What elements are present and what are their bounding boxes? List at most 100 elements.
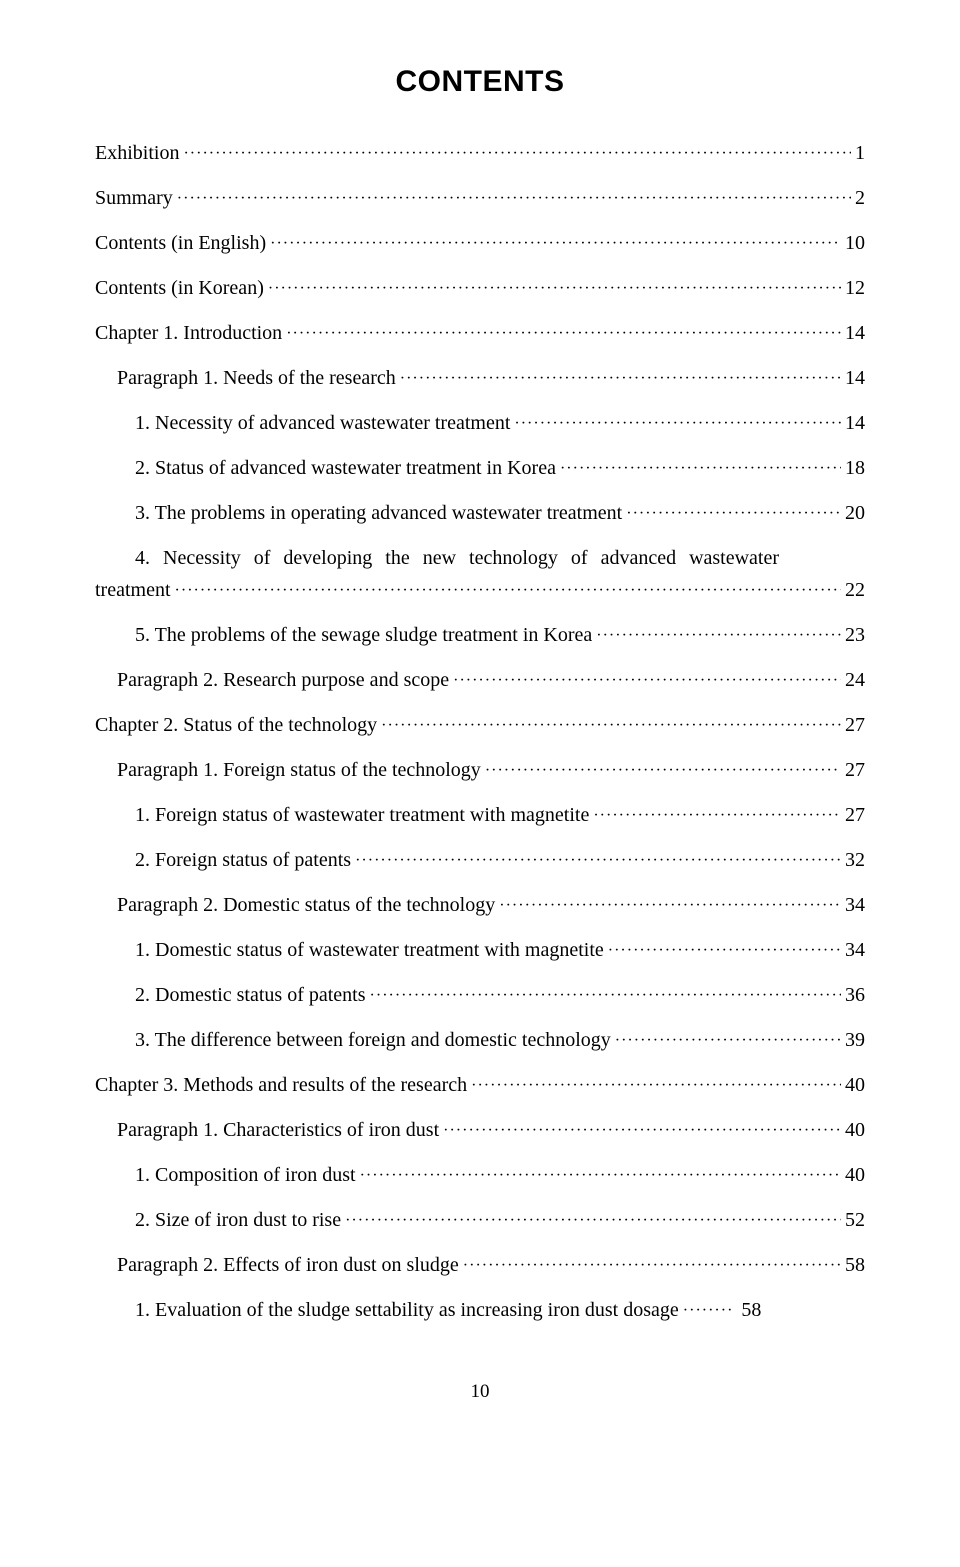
toc-page-number: 10 (841, 227, 865, 259)
toc-page-number: 1 (851, 137, 865, 169)
toc-entry: Summary 2 (95, 182, 865, 214)
toc-entry: Paragraph 1. Needs of the research 14 (117, 362, 865, 394)
page-number: 10 (95, 1381, 865, 1403)
toc-entry-text: 5. The problems of the sewage sludge tre… (135, 619, 592, 651)
toc-leader-dots (604, 938, 841, 964)
toc-entry: Chapter 2. Status of the technology 27 (95, 709, 865, 741)
toc-entry-text: 1. Necessity of advanced wastewater trea… (135, 407, 510, 439)
toc-entry: Exhibition 1 (95, 137, 865, 169)
toc-entry-text: Paragraph 2. Domestic status of the tech… (117, 889, 495, 921)
toc-leader-dots (366, 983, 841, 1009)
toc-entry: 1. Evaluation of the sludge settability … (135, 1294, 865, 1326)
toc-list: Exhibition 1 Summary 2 Contents (in English)… (95, 137, 865, 1326)
toc-entry: Contents (in Korean) 12 (95, 272, 865, 304)
toc-entry-text: Paragraph 1. Foreign status of the techn… (117, 754, 481, 786)
toc-entry: 3. The difference between foreign and do… (135, 1024, 865, 1056)
toc-entry-text: Chapter 1. Introduction (95, 317, 282, 349)
toc-entry-text: 2. Status of advanced wastewater treatme… (135, 452, 556, 484)
toc-entry-text: 3. The problems in operating advanced wa… (135, 497, 622, 529)
toc-entry-text: Chapter 3. Methods and results of the re… (95, 1069, 467, 1101)
toc-entry: 2. Foreign status of patents32 (135, 844, 865, 876)
toc-entry-text: Paragraph 2. Effects of iron dust on slu… (117, 1249, 459, 1281)
toc-page-number: 23 (841, 619, 865, 651)
toc-entry: 1. Foreign status of wastewater treatmen… (135, 799, 865, 831)
toc-page-number: 36 (841, 979, 865, 1011)
toc-page-number: 40 (841, 1069, 865, 1101)
toc-page-number: 34 (841, 889, 865, 921)
toc-entry: 1. Necessity of advanced wastewater trea… (135, 407, 865, 439)
toc-leader-dots (510, 411, 841, 437)
toc-leader-dots (495, 893, 841, 919)
toc-page-number: 32 (841, 844, 865, 876)
toc-leader-dots (449, 668, 841, 694)
toc-entry: 4. Necessity of developing the new techn… (95, 542, 865, 606)
toc-leader-dots (351, 848, 841, 874)
toc-entry-text: 4. Necessity of developing the new techn… (135, 542, 779, 574)
toc-entry-text: 1. Domestic status of wastewater treatme… (135, 934, 604, 966)
toc-page-number: 12 (841, 272, 865, 304)
toc-page-number: 24 (841, 664, 865, 696)
toc-leader-dots (556, 456, 841, 482)
toc-leader-dots (467, 1073, 841, 1099)
toc-page-number: 14 (841, 407, 865, 439)
toc-entry-text-cont: treatment (95, 574, 171, 606)
toc-leader-dots (622, 501, 841, 527)
toc-leader-dots (179, 141, 851, 167)
toc-entry-text: Contents (in English) (95, 227, 266, 259)
toc-leader-dots (481, 758, 841, 784)
toc-page-number: 34 (841, 934, 865, 966)
toc-page-number: 27 (841, 799, 865, 831)
toc-page-number: 2 (851, 182, 865, 214)
toc-leader-dots (589, 803, 841, 829)
toc-entry: Contents (in English) 10 (95, 227, 865, 259)
toc-entry-text: Paragraph 1. Characteristics of iron dus… (117, 1114, 439, 1146)
toc-page-number: 52 (841, 1204, 865, 1236)
toc-entry: Paragraph 2. Domestic status of the tech… (117, 889, 865, 921)
toc-leader-dots (611, 1028, 841, 1054)
toc-entry-text: 2. Size of iron dust to rise (135, 1204, 341, 1236)
toc-entry-text: Summary (95, 182, 173, 214)
toc-leader-dots (282, 321, 841, 347)
toc-page-number: 58 (841, 1249, 865, 1281)
toc-entry: 2. Status of advanced wastewater treatme… (135, 452, 865, 484)
toc-leader-dots (459, 1253, 841, 1279)
toc-page-number: 20 (841, 497, 865, 529)
toc-leader-dots (264, 276, 841, 302)
toc-entry: Paragraph 1. Foreign status of the techn… (117, 754, 865, 786)
toc-page-number: 40 (841, 1114, 865, 1146)
toc-entry-text: Paragraph 1. Needs of the research (117, 362, 396, 394)
page-title: CONTENTS (95, 65, 865, 99)
toc-entry: 3. The problems in operating advanced wa… (135, 497, 865, 529)
toc-leader-dots (396, 366, 841, 392)
toc-page-number: 14 (841, 362, 865, 394)
toc-page-number: 27 (841, 709, 865, 741)
toc-entry-text: Exhibition (95, 137, 179, 169)
toc-entry-text: 1. Foreign status of wastewater treatmen… (135, 799, 589, 831)
toc-entry-text: Contents (in Korean) (95, 272, 264, 304)
toc-leader-dots (266, 231, 841, 257)
toc-leader-dots: ········ (679, 1298, 738, 1324)
toc-page-number: 27 (841, 754, 865, 786)
toc-page-number: 58 (737, 1294, 761, 1326)
toc-entry-text: 2. Domestic status of patents (135, 979, 366, 1011)
toc-entry: Chapter 3. Methods and results of the re… (95, 1069, 865, 1101)
toc-entry: 2. Domestic status of patents 36 (135, 979, 865, 1011)
toc-entry-text: 3. The difference between foreign and do… (135, 1024, 611, 1056)
toc-entry-text: Paragraph 2. Research purpose and scope (117, 664, 449, 696)
toc-entry-text: 1. Evaluation of the sludge settability … (135, 1294, 679, 1326)
toc-entry: 1. Domestic status of wastewater treatme… (135, 934, 865, 966)
toc-entry: Chapter 1. Introduction 14 (95, 317, 865, 349)
toc-leader-dots (356, 1163, 841, 1189)
toc-entry-text: Chapter 2. Status of the technology (95, 709, 377, 741)
toc-entry-text: 1. Composition of iron dust (135, 1159, 356, 1191)
toc-page-number: 40 (841, 1159, 865, 1191)
toc-leader-dots (173, 186, 851, 212)
toc-entry: Paragraph 1. Characteristics of iron dus… (117, 1114, 865, 1146)
toc-entry: 2. Size of iron dust to rise 52 (135, 1204, 865, 1236)
toc-page-number: 22 (841, 574, 865, 606)
toc-leader-dots (377, 713, 841, 739)
toc-entry: Paragraph 2. Research purpose and scope 2… (117, 664, 865, 696)
toc-entry: 1. Composition of iron dust 40 (135, 1159, 865, 1191)
toc-page-number: 14 (841, 317, 865, 349)
toc-leader-dots (439, 1118, 841, 1144)
